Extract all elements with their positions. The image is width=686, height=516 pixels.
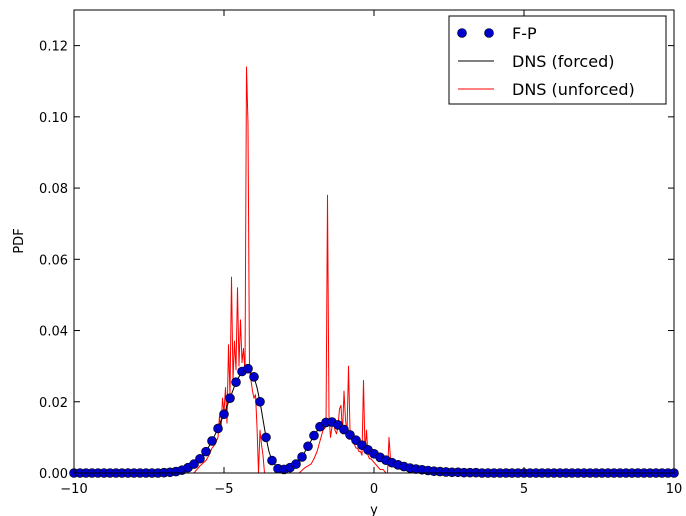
fp-point xyxy=(189,459,199,469)
fp-point xyxy=(309,430,319,441)
fp-point xyxy=(231,377,241,387)
x-tick-label: −10 xyxy=(60,482,87,497)
y-tick-label: 0.12 xyxy=(39,40,68,55)
y-tick-label: 0.00 xyxy=(39,467,68,482)
fp-point xyxy=(339,424,349,435)
y-tick-label: 0.08 xyxy=(39,182,68,197)
y-axis-label: PDF xyxy=(12,228,27,253)
tick-layer: −10 −5 0 5 10 0.00 0.02 0.04 0.06 0.08 0.10 0.12 xyxy=(39,10,682,497)
y-tick-label: 0.02 xyxy=(39,396,68,411)
fp-point xyxy=(303,441,313,452)
x-tick-label: 5 xyxy=(520,482,528,497)
fp-point xyxy=(249,372,259,382)
series-line-dns-unforced xyxy=(74,66,674,474)
legend-label-forced: DNS (forced) xyxy=(512,52,614,71)
y-tick-label: 0.10 xyxy=(39,111,68,126)
fp-point xyxy=(267,455,277,466)
y-tick-label: 0.06 xyxy=(39,253,68,268)
x-tick-label: 10 xyxy=(666,482,683,497)
fp-point xyxy=(261,432,271,443)
fp-point xyxy=(297,452,307,462)
legend-marker-fp-2 xyxy=(484,28,494,38)
fp-point xyxy=(207,436,217,446)
x-axis-label: y xyxy=(370,503,378,516)
fp-point xyxy=(201,446,211,457)
x-tick-label: −5 xyxy=(214,482,233,497)
fp-point xyxy=(255,396,265,407)
legend-label-unforced: DNS (unforced) xyxy=(512,80,635,99)
legend-marker-fp xyxy=(457,28,467,38)
legend: F-P DNS (forced) DNS (unforced) xyxy=(448,15,667,105)
x-tick-label: 0 xyxy=(370,482,378,497)
y-tick-label: 0.04 xyxy=(39,325,68,340)
fp-point xyxy=(195,453,205,464)
fp-point xyxy=(291,459,301,469)
legend-label-fp: F-P xyxy=(512,24,537,43)
fp-point xyxy=(219,409,229,420)
fp-point xyxy=(243,363,253,374)
fp-point xyxy=(345,430,355,440)
fp-point xyxy=(225,393,235,404)
fp-point xyxy=(213,423,223,434)
